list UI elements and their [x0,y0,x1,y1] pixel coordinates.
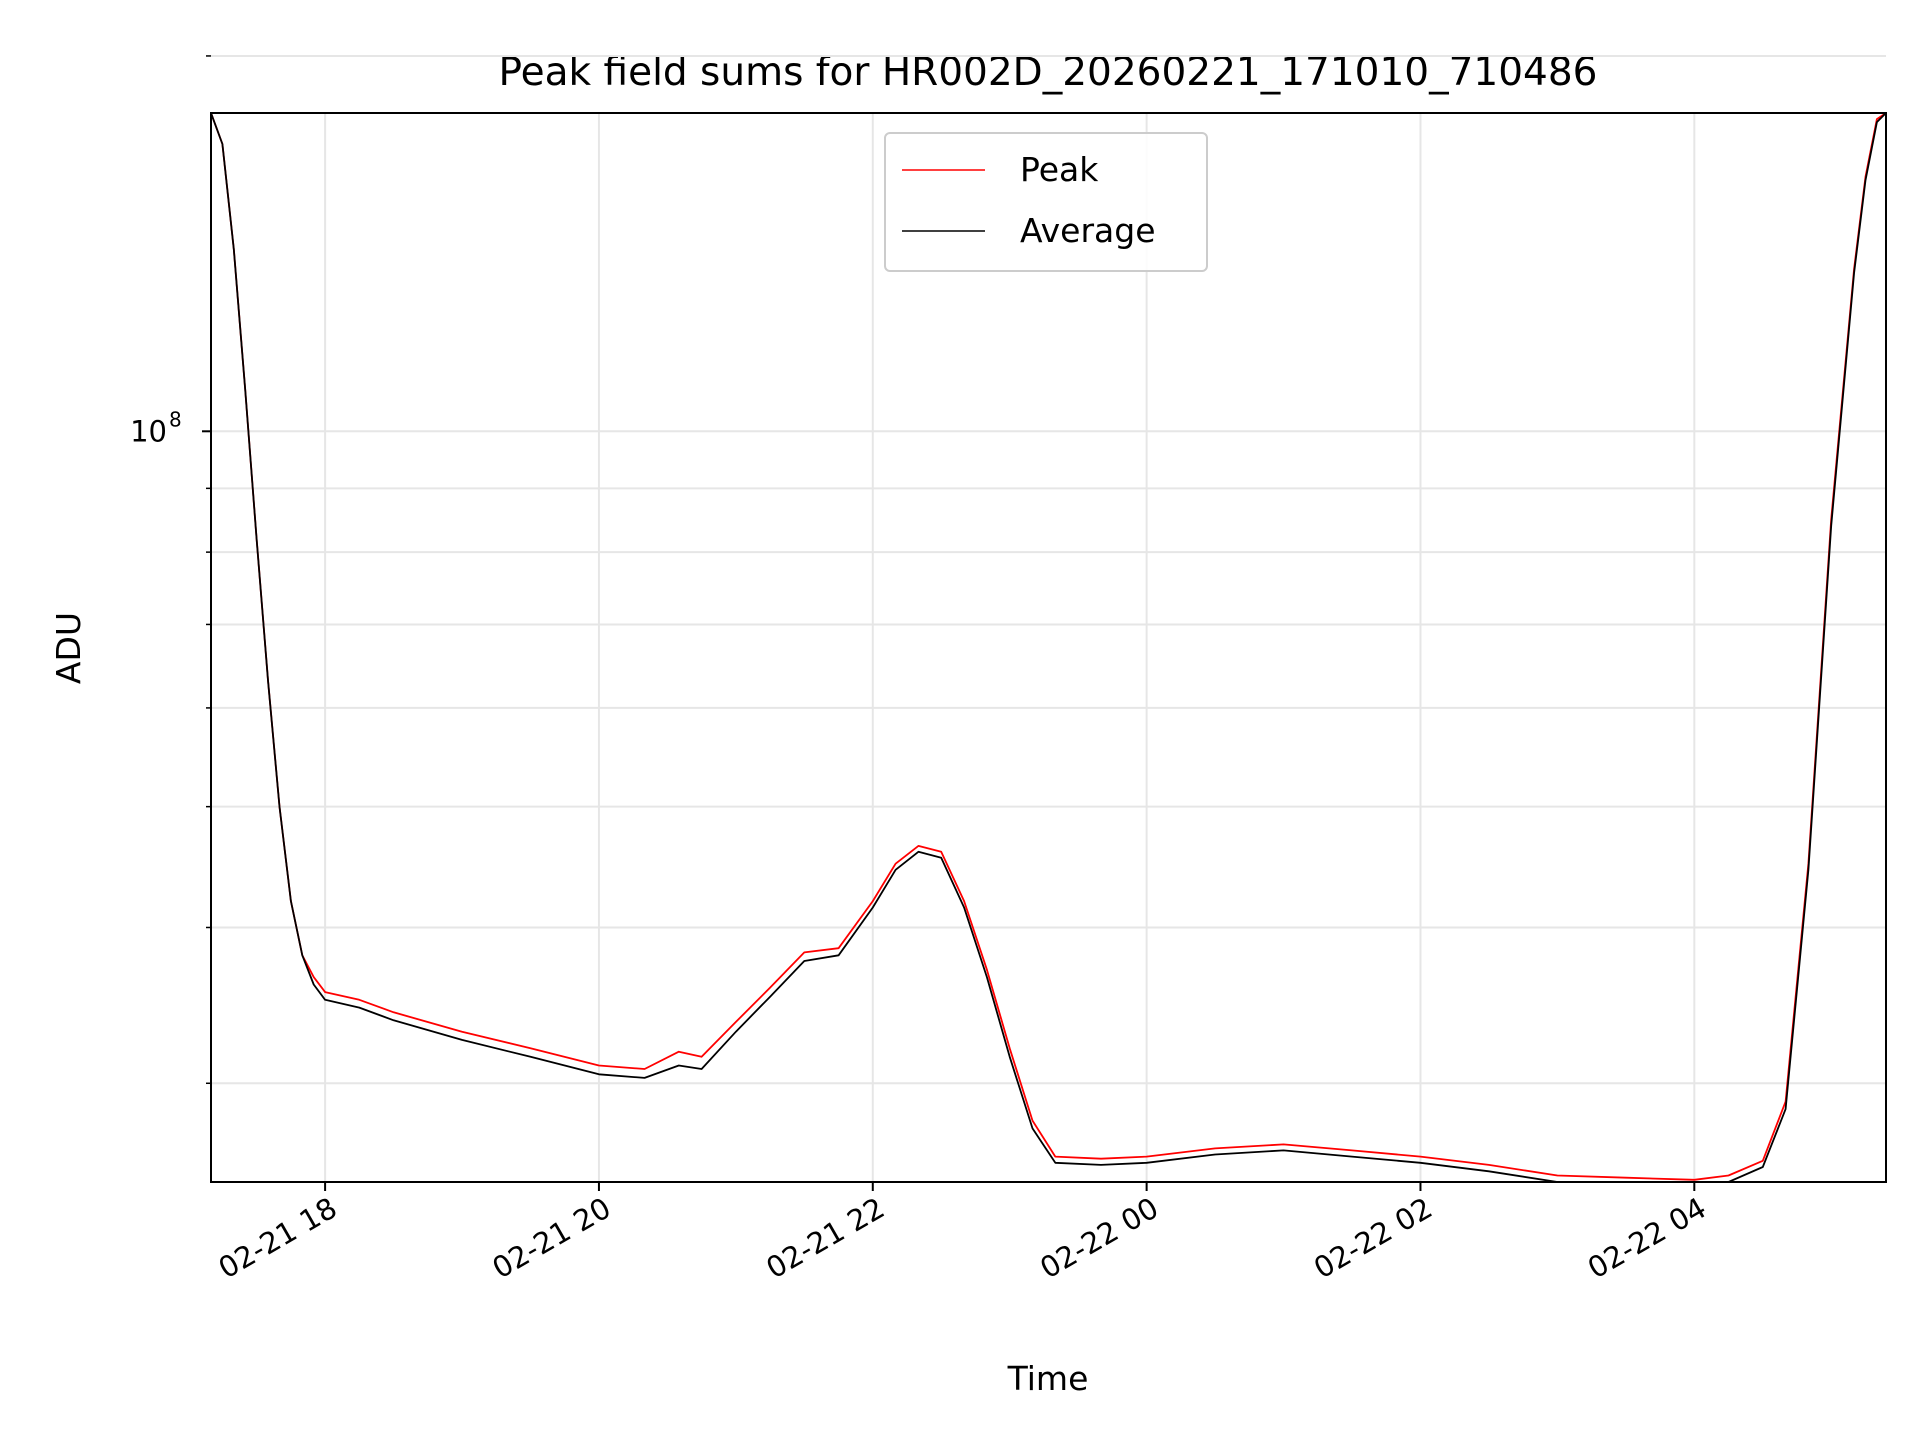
grid [211,54,1886,1182]
y-axis-label: ADU [49,612,88,684]
y-tick-label-exp: 8 [169,407,182,431]
series-line-average [211,113,1886,1182]
legend-label-peak: Peak [1020,150,1099,189]
legend-label-average: Average [1020,211,1156,250]
y-axis: 10 8 [130,55,211,1085]
legend-box [884,132,1208,272]
plot-frame [210,112,1887,1183]
plot-lines [211,113,1886,1182]
y-tick-label: 10 8 [130,407,182,448]
x-axis-label: Time [1007,1359,1089,1398]
y-tick-label-base: 10 [130,414,167,448]
chart-title: Peak field sums for HR002D_20260221_1710… [499,50,1598,95]
legend: Peak Average [884,132,1208,272]
